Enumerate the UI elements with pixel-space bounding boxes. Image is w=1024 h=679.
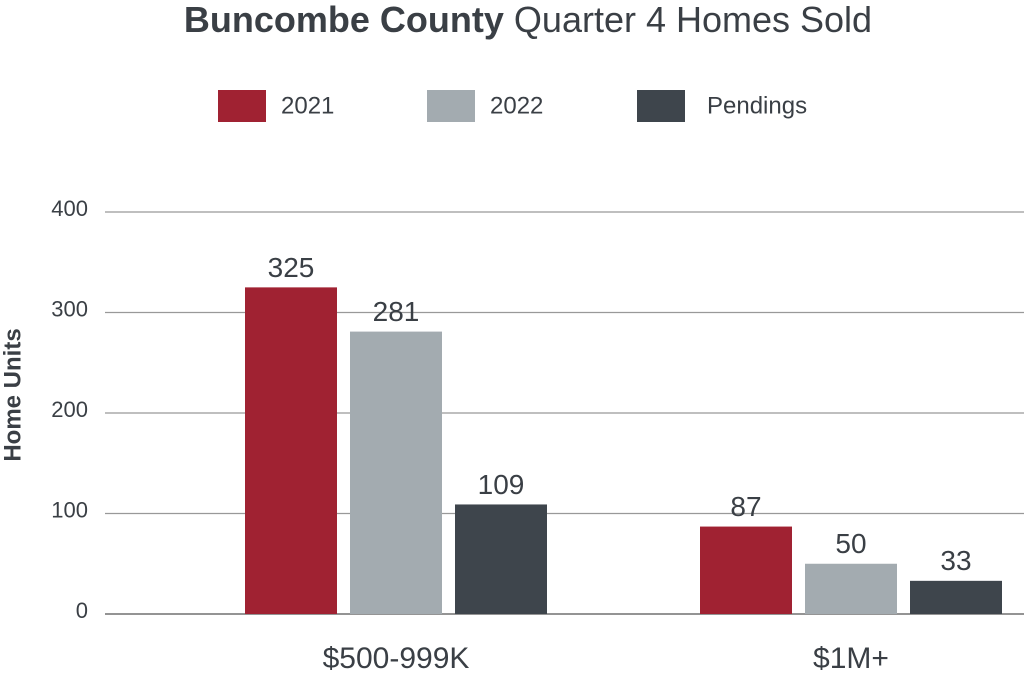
y-tick-label: 300 — [51, 296, 88, 321]
legend-swatch — [427, 90, 475, 122]
legend-label: 2022 — [490, 92, 543, 119]
legend-label: 2021 — [281, 92, 334, 119]
x-tick-label: $1M+ — [813, 642, 889, 675]
chart-title: Buncombe County Quarter 4 Homes Sold — [184, 0, 872, 40]
bar — [805, 563, 897, 614]
value-label: 281 — [373, 296, 420, 327]
value-label: 50 — [835, 528, 866, 559]
bar — [910, 580, 1002, 614]
y-tick-label: 0 — [76, 598, 88, 623]
legend-label: Pendings — [707, 92, 807, 119]
bar — [350, 331, 442, 614]
title-rest: Quarter 4 Homes Sold — [514, 0, 872, 40]
y-tick-label: 400 — [51, 196, 88, 221]
x-tick-label: $500-999K — [323, 642, 470, 675]
y-tick-label: 100 — [51, 497, 88, 522]
title-bold: Buncombe County — [184, 0, 504, 40]
y-tick-label: 200 — [51, 397, 88, 422]
legend-swatch — [637, 90, 685, 122]
value-label: 325 — [268, 252, 315, 283]
value-label: 87 — [730, 491, 761, 522]
legend-swatch — [218, 90, 266, 122]
y-axis-label: Home Units — [0, 328, 26, 461]
bar — [245, 287, 337, 614]
value-label: 33 — [940, 545, 971, 576]
bar — [700, 526, 792, 614]
bar — [455, 504, 547, 614]
value-label: 109 — [478, 469, 525, 500]
